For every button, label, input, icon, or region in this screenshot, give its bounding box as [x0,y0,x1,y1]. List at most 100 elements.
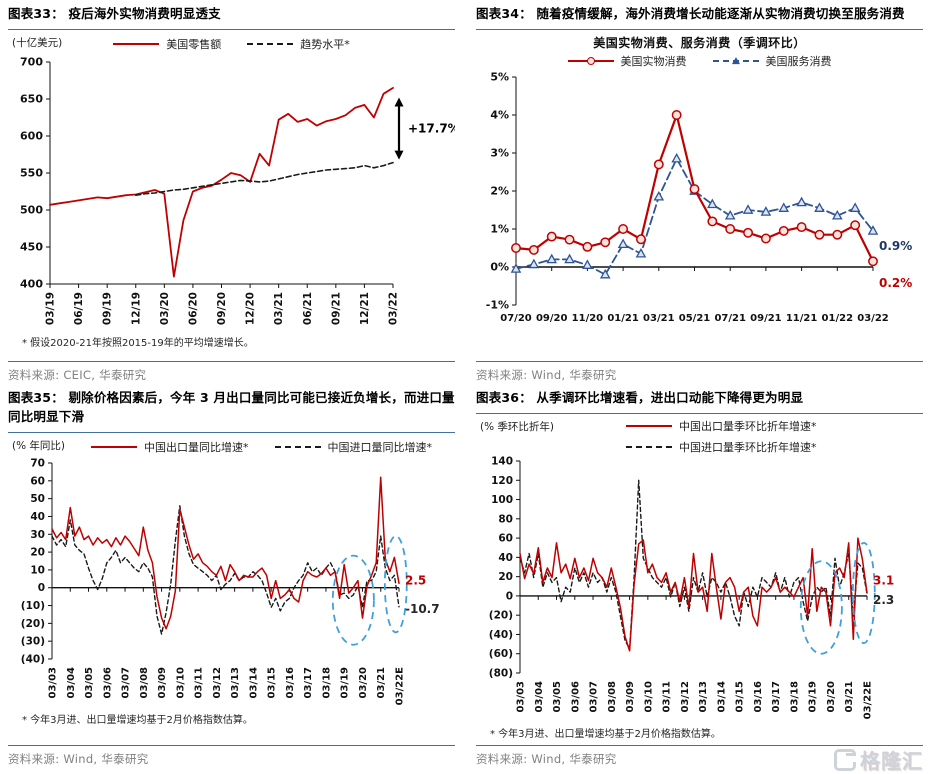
legend: 中国出口量同比增速* 中国进口量同比增速* [91,439,432,455]
svg-text:0.2%: 0.2% [879,276,912,290]
svg-text:03/16: 03/16 [753,681,764,713]
svg-text:03/11: 03/11 [662,681,673,713]
svg-text:550: 550 [20,166,43,179]
svg-text:3.1: 3.1 [873,573,894,587]
svg-text:03/15: 03/15 [267,666,278,698]
svg-text:03/03: 03/03 [48,666,59,698]
svg-text:03/15: 03/15 [735,681,746,713]
svg-text:03/08: 03/08 [607,681,618,713]
svg-text:01/22: 01/22 [822,313,854,324]
svg-text:03/13: 03/13 [230,666,241,698]
svg-text:03/19: 03/19 [340,666,351,698]
svg-text:03/19: 03/19 [45,292,57,325]
legend: 中国出口量季环比折年增速* 中国进口量季环比折年增速* [626,418,923,455]
svg-text:03/08: 03/08 [139,666,150,698]
black-dashed-swatch-icon [247,42,294,45]
figure-34-source: 资料来源: Wind, 华泰研究 [476,361,923,383]
legend-label: 美国实物消费 [620,54,687,68]
legend-label: 美国服务消费 [765,54,832,68]
svg-text:03/10: 03/10 [175,666,186,698]
svg-text:1%: 1% [490,222,509,235]
legend: 美国零售额 趋势水平* [113,36,350,52]
svg-text:11/21: 11/21 [786,313,818,324]
svg-text:40: 40 [498,552,513,564]
red-line-swatch-icon [113,42,160,45]
svg-text:03/12: 03/12 [212,666,223,698]
svg-text:06/20: 06/20 [187,292,199,325]
svg-text:03/11: 03/11 [194,666,205,698]
svg-text:09/20: 09/20 [216,292,228,325]
svg-text:03/18: 03/18 [321,666,332,698]
legend-item: 美国实物消费 [567,53,687,69]
gelonghui-logo-icon [834,748,856,771]
svg-text:2.5: 2.5 [405,573,426,587]
gelonghui-watermark-text: 格隆汇 [860,749,923,773]
svg-text:11/20: 11/20 [572,313,604,324]
svg-text:03/17: 03/17 [771,681,782,713]
svg-text:2.3: 2.3 [873,593,894,607]
figure-33-footnote: * 假设2020-21年按照2015-19年的平均增速增长。 [22,337,254,349]
svg-text:450: 450 [20,240,43,253]
svg-text:09/21: 09/21 [330,292,342,325]
figure-34-panel: 图表34： 随着疫情缓解，海外消费增长动能逐渐从实物消费切换至服务消费 美国实物… [476,5,923,383]
figure-33-legend-row: (十亿美元) 美国零售额 趋势水平* [8,34,455,54]
figure-33-source: 资料来源: CEIC, 华泰研究 [8,361,455,383]
svg-text:03/05: 03/05 [552,681,563,713]
figure-36-legend-block: (% 季环比折年) 中国出口量季环比折年增速* 中国进口量季环比折年增速* [476,418,923,455]
legend: 美国实物消费 美国服务消费 [476,53,923,69]
svg-text:03/22: 03/22 [388,292,400,325]
figure-34-chart-subtitle: 美国实物消费、服务消费（季调环比） [593,35,806,50]
svg-text:140: 140 [491,455,513,467]
svg-text:20: 20 [498,571,513,583]
china-trade-volume-yoy-line-chart: (40) (30) (20) (10) 0 10 20 30 40 50 60 70 03/03 03/0… [21,457,440,705]
svg-text:0: 0 [38,582,45,594]
svg-text:03/22E: 03/22E [395,666,406,704]
title-divider [8,431,455,433]
svg-text:40: 40 [30,510,45,522]
figure-36-source: 资料来源: Wind, 华泰研究 [476,745,923,767]
svg-text:+17.7%: +17.7% [408,121,455,135]
title-divider [476,412,923,414]
black-dashed-swatch-icon [274,445,321,448]
legend-label: 美国零售额 [166,37,222,51]
svg-text:09/20: 09/20 [536,313,568,324]
svg-text:09/21: 09/21 [750,313,782,324]
legend-label: 中国进口量季环比折年增速* [679,440,817,454]
legend-item: 中国出口量同比增速* [91,439,249,455]
svg-text:(80): (80) [489,667,513,679]
figure-35-title: 图表35： 剔除价格因素后，今年 3 月出口量同比可能已接近负增长，而进口量同比… [8,390,455,424]
svg-text:03/21: 03/21 [273,292,285,325]
svg-text:0.9%: 0.9% [879,239,912,253]
svg-text:(40): (40) [21,653,45,665]
svg-text:400: 400 [20,277,43,290]
svg-text:(20): (20) [21,617,45,629]
svg-text:03/07: 03/07 [121,666,132,698]
red-line-circle-marker-swatch-icon [567,56,614,65]
svg-text:01/21: 01/21 [607,313,639,324]
china-trade-volume-qoq-line-chart: (80) (60) (40) (20) 0 20 40 60 80 100 120 140 03/03 0… [489,455,894,719]
svg-text:03/13: 03/13 [698,681,709,713]
svg-text:650: 650 [20,92,43,105]
legend-item: 美国零售额 [113,36,221,52]
figure-36-footnote: * 今年3月进、出口量增速均基于2月价格指数估算。 [490,728,721,740]
title-divider [8,28,455,30]
svg-text:(40): (40) [489,629,513,641]
black-dashed-swatch-icon [626,445,672,448]
figure-35-footnote: * 今年3月进、出口量增速均基于2月价格指数估算。 [22,714,253,726]
svg-text:(30): (30) [21,635,45,647]
svg-text:60: 60 [498,532,513,544]
svg-text:12/19: 12/19 [130,292,142,325]
svg-text:03/03: 03/03 [516,681,527,713]
svg-text:-10.7: -10.7 [405,602,440,616]
legend-label: 趋势水平* [300,37,350,51]
y-axis-unit-label: (% 年同比) [12,439,66,452]
svg-text:03/04: 03/04 [66,666,77,698]
svg-text:05/21: 05/21 [679,313,711,324]
svg-text:(10): (10) [21,600,45,612]
svg-text:12/20: 12/20 [245,292,257,325]
svg-text:0%: 0% [490,260,509,273]
svg-text:03/21: 03/21 [844,681,855,713]
svg-text:600: 600 [20,129,43,142]
svg-text:03/09: 03/09 [157,666,168,698]
